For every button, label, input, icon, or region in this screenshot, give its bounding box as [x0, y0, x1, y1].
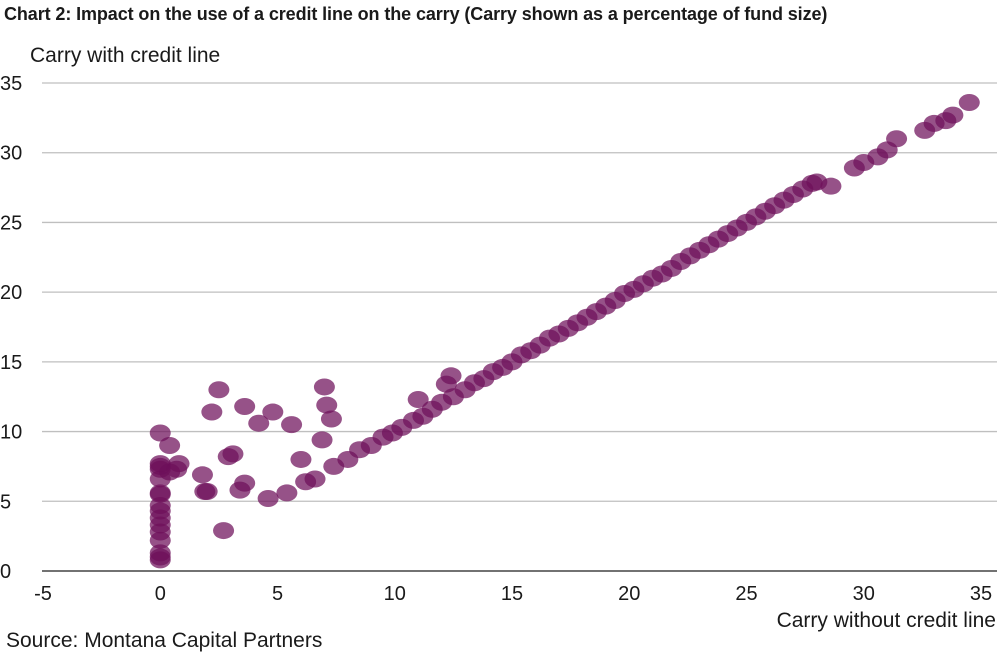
x-tick-label: 0 — [155, 583, 166, 605]
data-point — [201, 403, 223, 421]
y-tick-label: 0 — [0, 561, 11, 583]
data-point — [886, 130, 908, 148]
data-point — [942, 106, 964, 124]
data-point — [820, 177, 842, 195]
data-point — [196, 483, 218, 501]
y-tick-label: 20 — [0, 282, 22, 304]
y-tick-label: 15 — [0, 352, 22, 374]
data-point — [276, 484, 298, 502]
data-point — [281, 416, 303, 434]
x-tick-label: 10 — [384, 583, 406, 605]
y-axis-label: Carry with credit line — [30, 44, 221, 67]
data-point — [316, 396, 338, 414]
data-point — [222, 445, 244, 463]
x-tick-label: 15 — [501, 583, 523, 605]
data-point — [320, 410, 342, 428]
data-point — [191, 466, 213, 484]
y-tick-label: 35 — [0, 73, 22, 95]
data-point — [262, 403, 284, 421]
y-tick-label: 25 — [0, 212, 22, 234]
data-point — [407, 391, 429, 409]
data-point — [290, 450, 312, 468]
data-point — [149, 544, 171, 562]
x-tick-label: 30 — [853, 583, 875, 605]
x-tick-label: 35 — [970, 583, 992, 605]
x-axis-label: Carry without credit line — [776, 609, 996, 632]
data-point — [208, 381, 230, 399]
data-point — [168, 455, 190, 473]
y-tick-labels: 0 5 10 15 20 25 30 35 — [0, 73, 22, 583]
data-point — [257, 489, 279, 507]
data-point — [234, 474, 256, 492]
source-note: Source: Montana Capital Partners — [6, 629, 323, 652]
data-points — [149, 94, 980, 569]
data-point — [304, 470, 326, 488]
data-point — [313, 378, 335, 396]
data-point — [440, 367, 462, 385]
gridlines — [42, 82, 997, 572]
x-tick-label: -5 — [34, 583, 52, 605]
data-point — [958, 94, 980, 112]
data-point — [159, 437, 181, 455]
data-point — [149, 484, 171, 502]
data-point — [248, 414, 270, 432]
data-point — [311, 431, 333, 449]
x-tick-label: 5 — [272, 583, 283, 605]
data-point — [213, 522, 235, 540]
chart-title: Chart 2: Impact on the use of a credit l… — [4, 4, 828, 24]
y-tick-label: 30 — [0, 143, 22, 165]
x-tick-label: 25 — [735, 583, 757, 605]
data-point — [234, 397, 256, 415]
x-tick-label: 20 — [618, 583, 640, 605]
x-tick-labels: -5 0 5 10 15 20 25 30 35 — [34, 583, 992, 605]
y-tick-label: 5 — [0, 491, 11, 513]
y-tick-label: 10 — [0, 422, 22, 444]
data-point — [149, 424, 171, 442]
